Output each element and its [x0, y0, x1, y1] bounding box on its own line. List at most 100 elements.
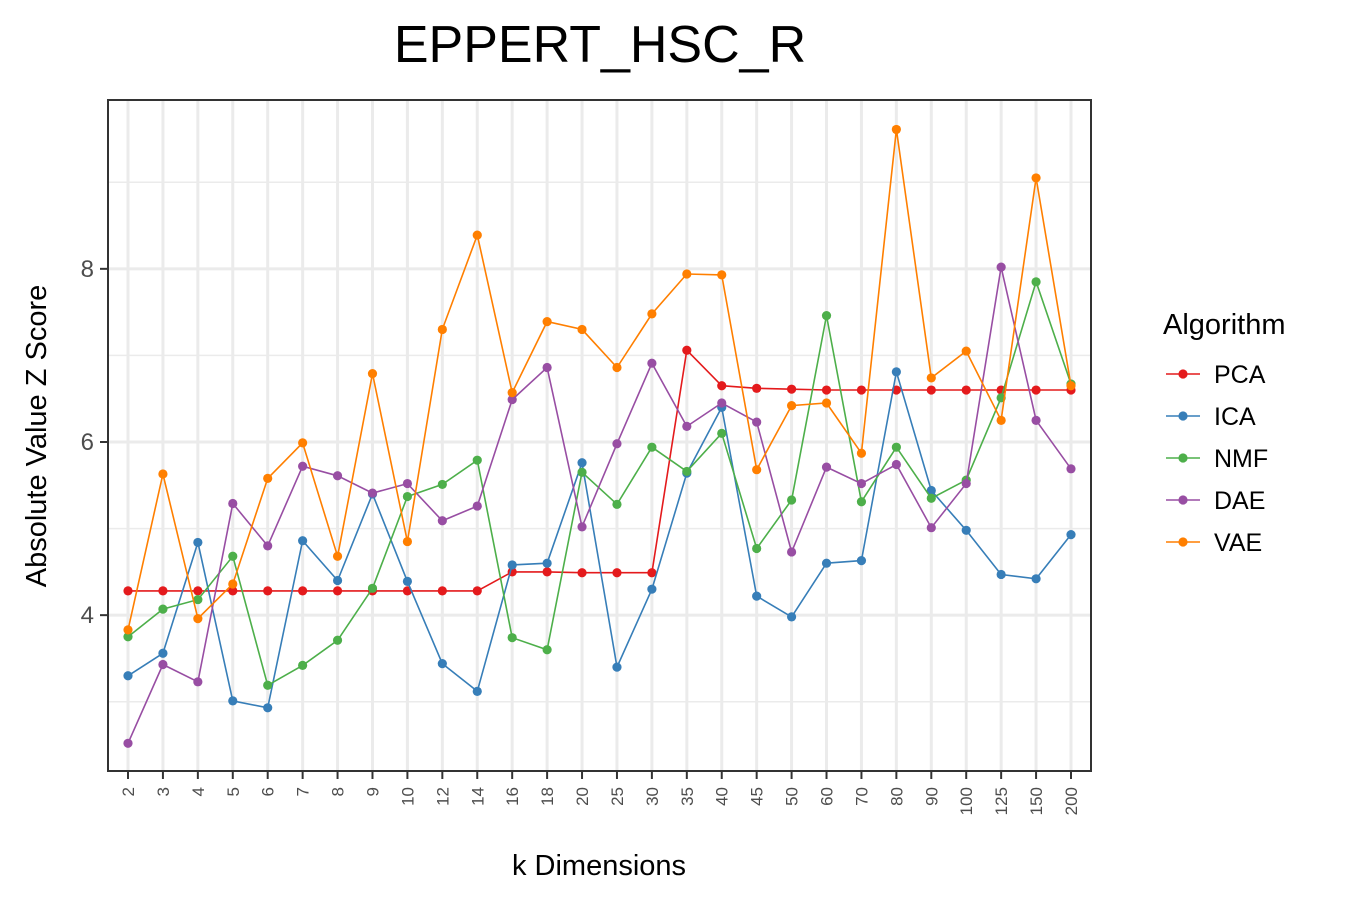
x-tick-label: 5: [224, 787, 243, 796]
data-point-ica: [647, 584, 657, 594]
data-point-ica: [1031, 574, 1041, 584]
data-point-vae: [682, 269, 692, 279]
x-tick-label: 100: [957, 787, 976, 815]
x-tick-label: 8: [329, 787, 348, 796]
data-point-nmf: [577, 467, 587, 477]
series-vae: [123, 124, 1076, 635]
data-point-nmf: [786, 495, 797, 505]
data-point-dae: [821, 462, 832, 472]
data-point-dae: [263, 541, 273, 551]
data-point-nmf: [891, 442, 901, 452]
data-point-dae: [158, 659, 168, 670]
data-point-vae: [891, 124, 901, 135]
data-point-nmf: [367, 583, 378, 593]
series-line-ica: [127, 371, 1072, 709]
x-tick-label: 90: [922, 787, 941, 806]
data-point-nmf: [647, 442, 657, 452]
data-point-pca: [612, 568, 622, 578]
grid-lines: [108, 100, 1091, 771]
data-point-nmf: [612, 499, 622, 509]
data-point-nmf: [717, 428, 727, 438]
data-point-nmf: [472, 455, 482, 465]
data-point-dae: [1031, 415, 1041, 425]
data-point-ica: [472, 686, 482, 696]
data-point-pca: [123, 586, 133, 596]
data-point-vae: [472, 230, 482, 240]
data-point-vae: [1066, 381, 1076, 391]
data-point-nmf: [437, 479, 447, 490]
data-point-pca: [193, 586, 203, 596]
data-point-dae: [472, 501, 482, 511]
series-line-dae: [127, 266, 1072, 744]
data-point-pca: [158, 586, 168, 596]
data-point-vae: [228, 579, 238, 589]
data-point-nmf: [507, 633, 517, 643]
data-point-vae: [612, 362, 622, 373]
panel-border: [107, 99, 1092, 772]
legend-label: PCA: [1214, 361, 1266, 389]
x-tick-label: 2: [119, 787, 138, 796]
x-tick-label: 80: [887, 787, 906, 806]
x-tick-label: 70: [852, 787, 871, 806]
data-point-nmf: [298, 660, 308, 670]
x-tick-label: 40: [713, 787, 732, 806]
x-tick-label: 12: [433, 787, 452, 806]
y-axis-title: Absolute Value Z Score: [21, 285, 53, 588]
data-point-ica: [158, 648, 168, 658]
data-point-pca: [856, 385, 867, 395]
data-point-ica: [752, 591, 762, 601]
data-point-dae: [856, 478, 867, 489]
legend-key-point: [1178, 495, 1188, 505]
data-point-ica: [612, 662, 622, 672]
data-point-pca: [263, 586, 273, 596]
data-point-dae: [752, 417, 762, 427]
data-point-ica: [507, 560, 517, 570]
data-point-vae: [577, 324, 587, 335]
legend-key-point: [1178, 411, 1188, 421]
data-point-ica: [926, 485, 936, 496]
data-point-ica: [856, 556, 867, 566]
data-point-ica: [577, 458, 587, 468]
data-point-pca: [717, 381, 727, 391]
data-point-dae: [926, 523, 936, 533]
data-point-nmf: [263, 680, 273, 690]
x-tick-label: 150: [1027, 787, 1046, 815]
data-point-nmf: [158, 604, 168, 614]
y-tick-label: 6: [81, 429, 94, 456]
data-point-pca: [961, 385, 971, 395]
data-point-ica: [298, 536, 308, 546]
data-point-dae: [891, 459, 901, 470]
data-point-ica: [821, 558, 832, 568]
data-point-dae: [298, 461, 308, 471]
data-point-dae: [332, 471, 343, 481]
data-point-vae: [926, 373, 936, 383]
data-point-dae: [612, 439, 622, 449]
x-tick-label: 50: [783, 787, 802, 806]
data-point-vae: [402, 536, 413, 547]
data-point-pca: [332, 586, 343, 596]
data-point-nmf: [821, 310, 832, 321]
data-point-vae: [856, 448, 867, 458]
data-point-ica: [786, 612, 797, 622]
data-point-vae: [437, 324, 447, 335]
data-point-pca: [542, 567, 552, 577]
x-axis-title: k Dimensions: [512, 850, 686, 882]
legend-item-ica: ICA: [1166, 403, 1256, 431]
legend-item-pca: PCA: [1166, 361, 1266, 389]
x-tick-label: 18: [538, 787, 557, 806]
data-point-ica: [332, 575, 343, 586]
data-point-pca: [682, 345, 692, 355]
data-point-ica: [1066, 530, 1076, 540]
data-point-ica: [263, 703, 273, 713]
data-point-ica: [228, 696, 238, 706]
data-point-ica: [123, 671, 133, 681]
x-tick-label: 60: [818, 787, 837, 806]
data-point-ica: [961, 525, 971, 535]
data-point-pca: [437, 586, 447, 596]
data-point-vae: [717, 270, 727, 280]
x-tick-label: 10: [398, 787, 417, 806]
legend-item-vae: VAE: [1166, 529, 1262, 557]
data-point-vae: [961, 346, 971, 356]
legend-item-nmf: NMF: [1166, 445, 1268, 473]
